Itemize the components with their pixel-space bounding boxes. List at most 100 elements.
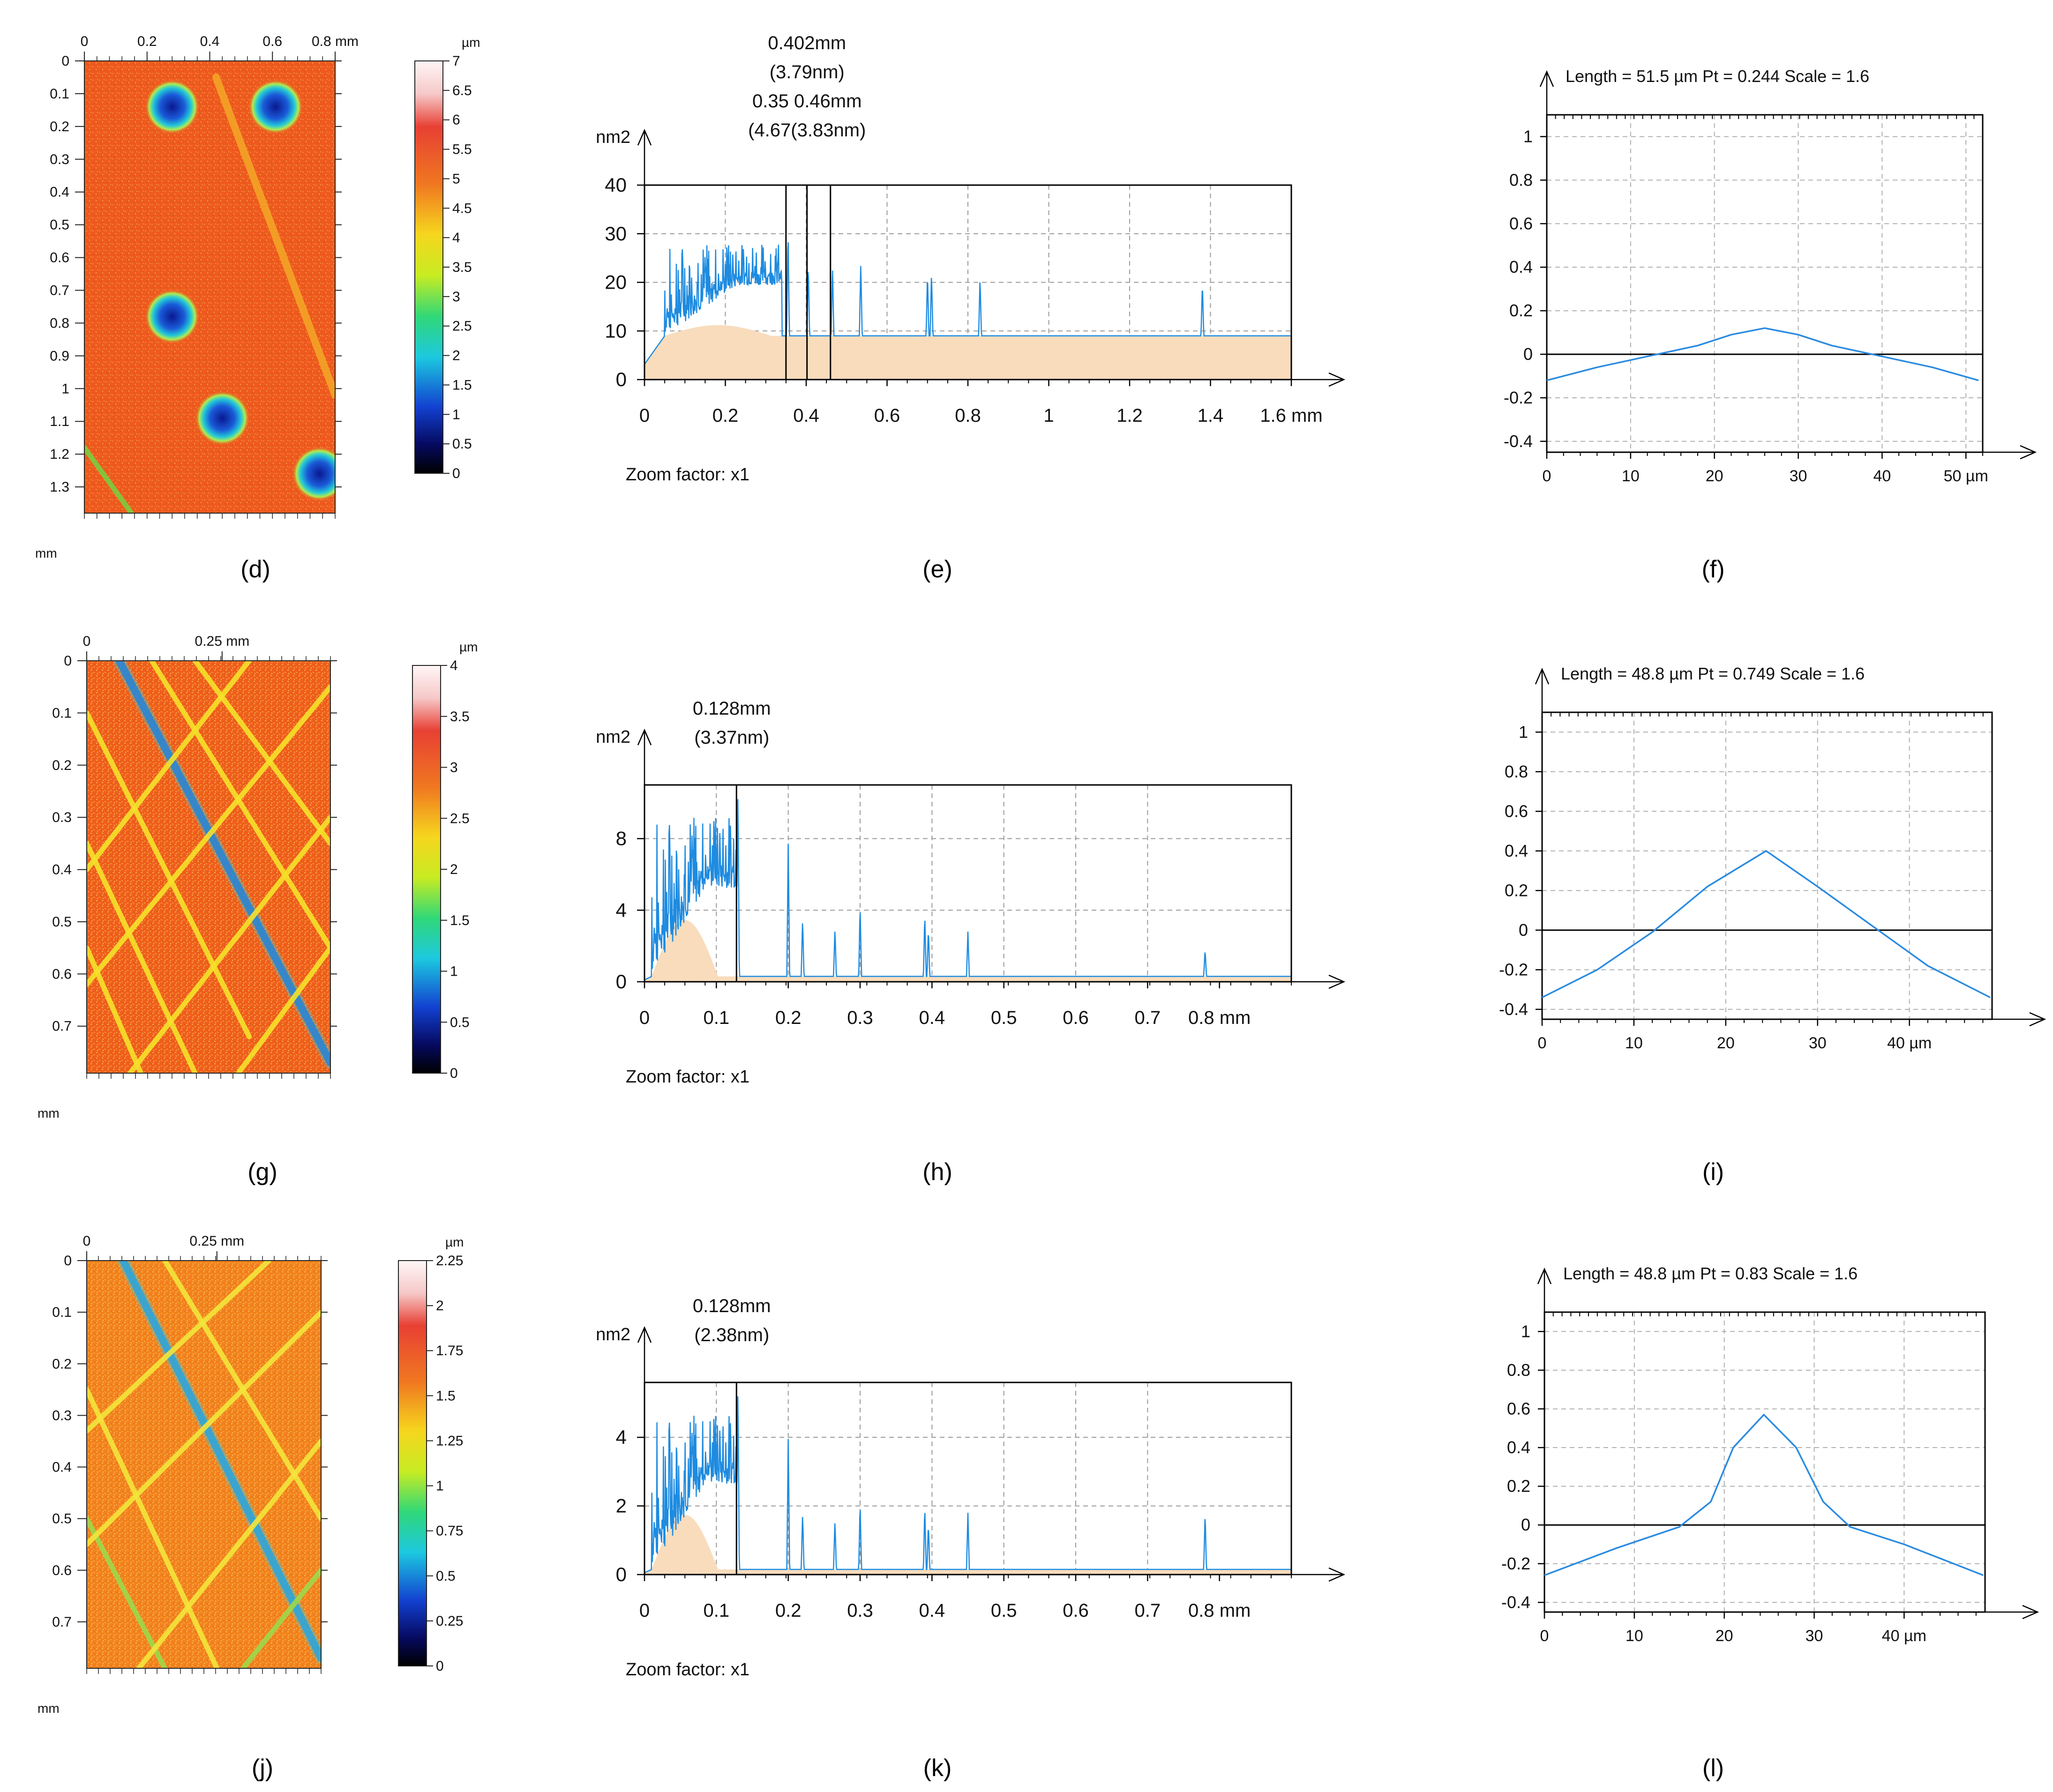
y-tick-label: 0.3 <box>52 810 72 825</box>
x-tick-label: 30 <box>1806 1627 1823 1645</box>
caption-l: (l) <box>1702 1755 1724 1782</box>
y-tick-label: 0.2 <box>1509 301 1533 320</box>
colorbar-tick-label: 3.5 <box>452 260 472 275</box>
x-tick-label: 0.4 <box>793 405 819 426</box>
colorbar-tick-label: 4 <box>452 230 460 246</box>
x-tick-label: 0.8 mm <box>1188 1600 1251 1621</box>
y-tick-label: 0.6 <box>1505 801 1528 821</box>
panel-e-psd-chart: nm2 0 0.2 0.4 0.6 0.8 1 1.2 1.4 1.6 mm 0 10 20 30 40 0.… <box>596 33 1346 485</box>
x-tick-label: 0.4 <box>919 1600 945 1621</box>
colorbar-tick-label: 6.5 <box>452 83 472 98</box>
surface-groove <box>87 1387 220 1668</box>
y-tick-label: 0 <box>64 1253 72 1269</box>
colorbar-tick-label: 0.25 <box>436 1613 463 1629</box>
colorbar-tick-label: 0.5 <box>450 1015 470 1030</box>
x-tick-label: 0.3 <box>847 1600 873 1621</box>
x-tick-label: 0 <box>1540 1627 1549 1645</box>
x-tick-label: 40 µm <box>1882 1627 1926 1645</box>
colorbar-tick-label: 1.5 <box>436 1388 456 1404</box>
y-tick-label: 0.9 <box>50 348 69 364</box>
y-tick-label: -0.4 <box>1499 1000 1528 1019</box>
x-tick-label: 40 <box>1873 467 1891 485</box>
x-tick-label: 1.4 <box>1198 405 1224 426</box>
x-tick-label: 0 <box>639 1600 650 1621</box>
y-unit-label: mm <box>37 1106 60 1120</box>
y-axis-arrow <box>637 728 652 746</box>
colorbar-tick-label: 0 <box>436 1658 444 1674</box>
x-tick-label: 10 <box>1625 1034 1643 1052</box>
colorbar-tick-label: 0.75 <box>436 1523 463 1539</box>
y-axis-label: nm2 <box>596 727 630 747</box>
y-tick-label: 1.2 <box>50 447 69 462</box>
y-tick-label: 0.4 <box>50 185 69 200</box>
colorbar-unit: µm <box>462 35 480 50</box>
x-tick-label: 0.25 mm <box>189 1233 244 1249</box>
x-tick-label: 0 <box>83 1233 91 1249</box>
colorbar-tick-label: 2 <box>450 862 458 877</box>
x-tick-label: 20 <box>1717 1034 1735 1052</box>
colorbar-tick-label: 2.5 <box>450 811 470 826</box>
y-tick-label: -0.4 <box>1504 432 1533 451</box>
x-tick-label: 0 <box>1538 1034 1547 1052</box>
caption-j: (j) <box>252 1755 273 1782</box>
panel-f-profile-chart: Length = 51.5 µm Pt = 0.244 Scale = 1.6 0… <box>1504 67 2037 485</box>
y-axis-arrow <box>637 1326 652 1343</box>
y-tick-label: 1 <box>1523 127 1533 146</box>
surface-groove <box>212 73 335 399</box>
y-axis-arrow <box>1535 667 1550 685</box>
surface-pit <box>145 289 200 344</box>
psd-area-fill <box>644 920 1291 982</box>
y-tick-label: 0.8 <box>1505 762 1528 781</box>
x-tick-label: 0.8 mm <box>1188 1008 1251 1028</box>
x-axis-arrow <box>1328 974 1346 989</box>
y-unit-label: mm <box>35 546 57 560</box>
y-tick-label: 0.1 <box>52 705 72 721</box>
colorbar <box>398 1260 427 1666</box>
y-tick-label: 0.5 <box>50 217 69 233</box>
caption-f: (f) <box>1701 556 1724 583</box>
surface-groove <box>87 1516 168 1668</box>
surface-groove <box>87 945 144 1073</box>
colorbar-tick-label: 1 <box>450 964 458 979</box>
y-tick-label: 0 <box>61 53 69 69</box>
y-axis-label: nm2 <box>596 127 630 147</box>
x-tick-label: 0.25 mm <box>195 634 250 649</box>
y-axis-label: nm2 <box>596 1325 630 1344</box>
x-axis-arrow <box>2029 1012 2046 1027</box>
peak-annotation: 0.128mm <box>693 1296 771 1316</box>
panel-j-height-map: 0 0.25 mm 0 0.1 0.2 0.3 0.4 0.5 0.6 0.7 mm µm 2.25 2 1… <box>37 1233 464 1716</box>
profile-series-line <box>1544 1414 1984 1576</box>
surface-groove-halo <box>117 1261 321 1664</box>
colorbar-unit: µm <box>445 1235 464 1249</box>
y-tick-label: 20 <box>605 271 627 293</box>
x-axis-arrow <box>2022 1605 2039 1620</box>
y-tick-label: 0.8 <box>1509 170 1533 189</box>
zoom-factor-label: Zoom factor: x1 <box>626 465 749 485</box>
colorbar-tick-label: 3 <box>450 760 458 776</box>
y-tick-label: 0.8 <box>50 315 69 331</box>
y-tick-label: 0.7 <box>50 283 69 298</box>
profile-header: Length = 48.8 µm Pt = 0.83 Scale = 1.6 <box>1563 1264 1858 1283</box>
x-axis-arrow <box>1328 1567 1346 1582</box>
peak-annotation: 0.35 0.46mm <box>752 91 862 112</box>
panel-h-psd-chart: nm2 0 0.1 0.2 0.3 0.4 0.5 0.6 0.7 0.8 mm 0 4 8 0.128m… <box>596 698 1346 1087</box>
y-tick-label: 0.2 <box>52 758 72 773</box>
caption-d: (d) <box>240 556 270 583</box>
x-axis-arrow <box>1328 372 1346 387</box>
y-tick-label: 0.6 <box>1507 1399 1530 1418</box>
y-tick-label: 2 <box>616 1495 627 1517</box>
caption-i: (i) <box>1702 1158 1724 1186</box>
y-tick-label: 0 <box>1521 1515 1530 1534</box>
y-tick-label: 0.8 <box>1507 1360 1530 1380</box>
plot-frame <box>644 1381 1292 1575</box>
y-tick-label: 4 <box>616 899 627 921</box>
x-tick-label: 0 <box>1543 467 1551 485</box>
surface-groove <box>236 945 330 1073</box>
colorbar-tick-label: 5 <box>452 171 460 187</box>
y-tick-label: 1 <box>1519 722 1528 741</box>
x-tick-label: 0.5 <box>991 1008 1017 1028</box>
x-tick-label: 0.7 <box>1135 1008 1161 1028</box>
y-tick-label: 0.4 <box>52 862 72 878</box>
surface-pit <box>292 447 335 501</box>
y-axis-arrow <box>1539 70 1554 87</box>
